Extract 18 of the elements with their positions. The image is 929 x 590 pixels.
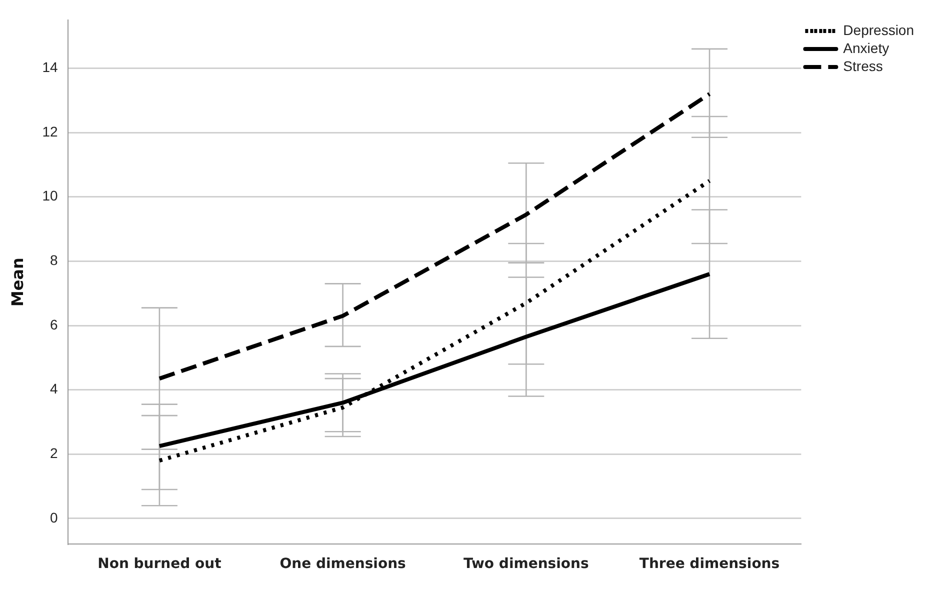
y-tick-label: 0 — [50, 509, 58, 526]
y-tick-label: 8 — [50, 252, 58, 268]
x-tick-label: Non burned out — [98, 556, 222, 572]
y-tick-label: 12 — [42, 123, 58, 140]
x-tick-label: One dimensions — [280, 556, 406, 572]
legend-label: Anxiety — [843, 40, 890, 56]
line-series — [157, 178, 712, 463]
line-series — [157, 92, 712, 381]
x-tick-label: Three dimensions — [639, 556, 780, 572]
x-tick-label: Two dimensions — [463, 556, 589, 572]
y-tick-label: 6 — [50, 316, 58, 332]
y-tick-label: 10 — [42, 188, 58, 204]
y-tick-label: 2 — [50, 445, 58, 462]
legend-label: Depression — [843, 22, 914, 38]
y-tick-label: 4 — [50, 380, 58, 397]
y-axis-title: Mean — [8, 258, 27, 307]
y-tick-label: 14 — [42, 59, 58, 76]
legend-label: Stress — [843, 58, 883, 74]
